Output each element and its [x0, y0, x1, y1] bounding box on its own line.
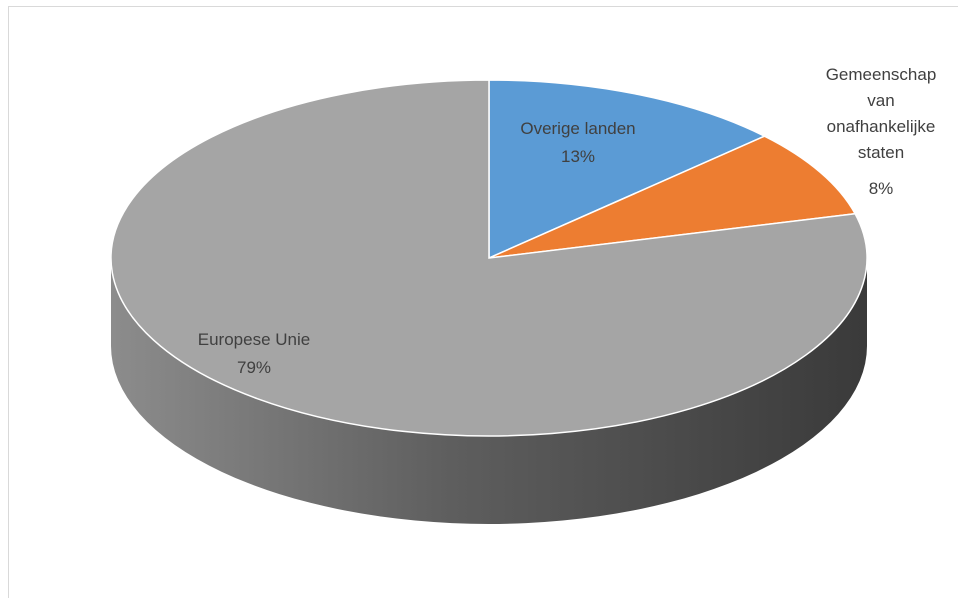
- slice-gos: [488, 135, 857, 259]
- slice-label-gos-pct: 8%: [869, 179, 894, 198]
- slice-label-overige-landen: Overige landen: [520, 119, 635, 138]
- slice-label-gos-line-2: onafhankelijke: [827, 117, 936, 136]
- slice-europese-unie: [110, 79, 868, 437]
- slice-label-overige-landen-pct: 13%: [561, 147, 595, 166]
- slice-label-gos-line-3: staten: [858, 143, 904, 162]
- slice-label-gos-line-1: van: [867, 91, 894, 110]
- slice-label-gos-line-0: Gemeenschap: [826, 65, 937, 84]
- slice-overige-landen: [488, 79, 767, 260]
- slice-label-europese-unie-pct: 79%: [237, 358, 271, 377]
- slice-label-europese-unie: Europese Unie: [198, 330, 310, 349]
- pie-side-wall: [111, 258, 867, 524]
- chart-area: [8, 6, 958, 598]
